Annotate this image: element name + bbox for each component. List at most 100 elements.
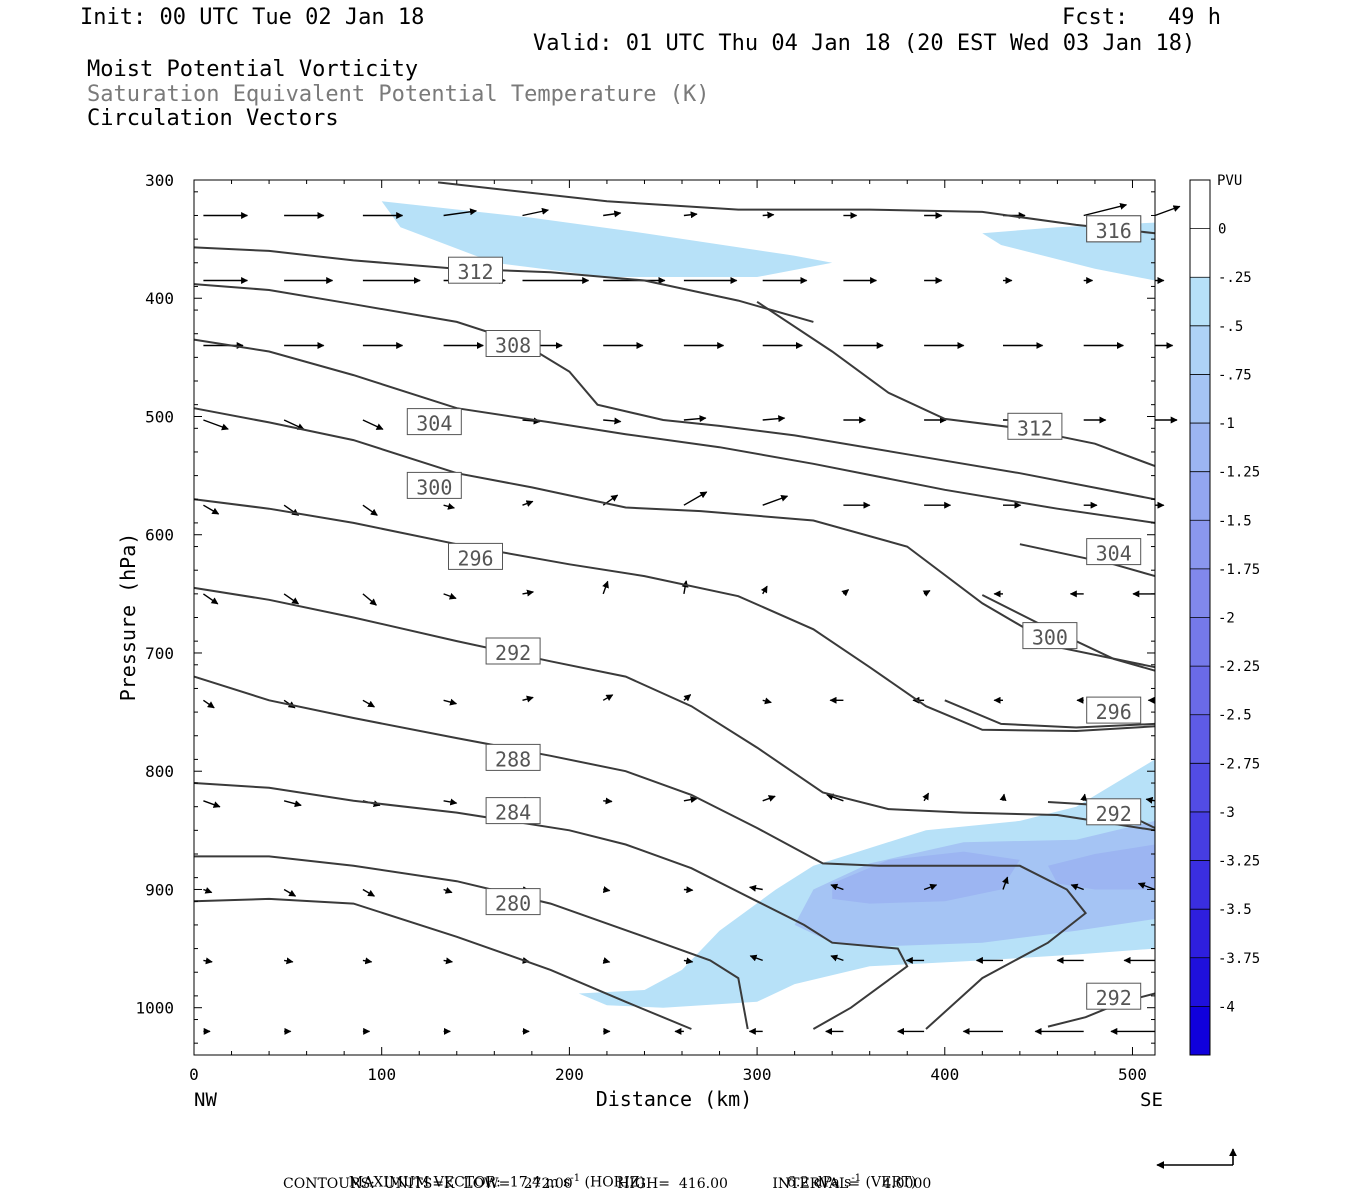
vector-arrow (443, 698, 458, 706)
contour-label: 316 (1096, 219, 1132, 243)
theta-contour-312 (193, 283, 1156, 501)
y-tick-label: 1000 (135, 999, 174, 1018)
colorbar-label: 0 (1218, 222, 1226, 238)
colorbar-label: -2.75 (1218, 756, 1260, 772)
vector-arrow (283, 593, 300, 605)
forecast-hour: Fcst: 49 h (1062, 5, 1221, 30)
contour-label-box (448, 256, 503, 284)
theta-contour-280 (193, 897, 692, 1030)
contour-label-box (1086, 215, 1142, 243)
contour-label: 304 (416, 412, 452, 436)
colorbar-label: -2 (1218, 611, 1235, 627)
vector-arrow (826, 793, 844, 802)
contour-label: 284 (495, 801, 531, 825)
colorbar-label: -.75 (1218, 367, 1252, 383)
vector-arrow (681, 580, 689, 595)
vector-arrow (683, 957, 694, 965)
theta-contour-312 (756, 300, 1156, 468)
vector-arrow (443, 592, 457, 600)
vector-arrow (203, 699, 215, 709)
vector-arrow (443, 208, 477, 217)
vector-arrow (762, 795, 776, 802)
x-tick-label: 200 (555, 1065, 584, 1084)
vector-arrow (203, 593, 219, 605)
colorbar-swatch (1190, 1006, 1210, 1056)
reference-vector-icon (1156, 1148, 1237, 1169)
contour-label-box (1022, 622, 1078, 650)
vector-arrow (603, 797, 613, 805)
vector-arrow (602, 694, 614, 701)
contour-label: 296 (1096, 700, 1132, 724)
init-time: Init: 00 UTC Tue 02 Jan 18 (80, 5, 425, 30)
vector-arrow (522, 589, 534, 597)
pv-area-5 (1048, 844, 1155, 890)
vector-arrow (1083, 202, 1128, 217)
theta-contour-296 (944, 699, 1156, 729)
vector-arrow (203, 887, 213, 894)
field-theta-es: Saturation Equivalent Potential Temperat… (87, 82, 710, 107)
contour-label-box (485, 888, 541, 916)
vector-arrow (749, 954, 763, 962)
colorbar-swatch (1190, 909, 1210, 959)
x-tick-label: 400 (930, 1065, 959, 1084)
vector-arrow (830, 954, 844, 962)
vector-arrow (683, 211, 698, 219)
colorbar-label: -1.5 (1218, 513, 1252, 529)
vector-arrow (602, 957, 611, 964)
vector-arrow (522, 695, 534, 703)
y-tick-label: 900 (145, 880, 174, 899)
vector-arrow (362, 419, 384, 430)
colorbar-units: PVU (1217, 173, 1242, 189)
vector-arrow (522, 207, 549, 217)
contour-labels: 280 284 288 292 292 292 296 296 300 300 304 304 308 3… (406, 215, 1142, 1010)
colorbar-label: -3.5 (1218, 902, 1252, 918)
max-vector-vert: 6.2 dPa s-1 (VERT) (786, 1173, 917, 1191)
colorbar-label: -1.75 (1218, 562, 1260, 578)
contour-label-box (1086, 982, 1142, 1010)
vector-arrow (683, 415, 707, 423)
vector-arrow (762, 697, 772, 705)
theta-contour-288 (193, 782, 909, 1030)
x-tick-label: 500 (1118, 1065, 1147, 1084)
nw-label: NW (194, 1089, 217, 1111)
y-tick-label: 800 (145, 762, 174, 781)
contour-label-box (406, 408, 462, 436)
max-vector-info: MAXIMUM VECTOR: 17.4 m s-1 (HORIZ) (348, 1173, 645, 1191)
vector-arrow (1002, 876, 1009, 890)
theta-contour-304 (193, 407, 1156, 669)
vector-arrow (749, 884, 763, 892)
x-axis-label: Distance (km) (596, 1087, 753, 1111)
colorbar-label: -.5 (1218, 319, 1243, 335)
vector-arrow (203, 957, 213, 965)
colorbar-swatch (1190, 811, 1210, 861)
valid-time: Valid: 01 UTC Thu 04 Jan 18 (20 EST Wed … (533, 31, 1196, 56)
axes: 0 100 200 300 400 500 300 400 500 600 700 800 900 100… (135, 171, 1155, 1084)
vector-arrow (1080, 793, 1088, 802)
contour-label: 288 (495, 747, 531, 771)
vector-arrow (443, 957, 453, 965)
y-tick-label: 500 (145, 407, 174, 426)
y-tick-label: 300 (145, 171, 174, 190)
vector-arrow (283, 957, 294, 965)
contour-label: 300 (416, 475, 452, 499)
y-tick-label: 400 (145, 289, 174, 308)
field-vectors: Circulation Vectors (87, 106, 339, 131)
vector-arrow (443, 503, 455, 510)
vector-arrow (683, 796, 698, 804)
vector-arrow (923, 883, 938, 891)
vector-arrow (1145, 796, 1156, 804)
contour-label: 304 (1096, 542, 1132, 566)
vector-arrow (602, 580, 609, 595)
vector-arrow (1154, 205, 1181, 217)
vector-arrow (203, 504, 220, 515)
colorbar-swatch (1190, 277, 1210, 327)
colorbar-swatch (1190, 763, 1210, 813)
contour-label: 280 (495, 892, 531, 916)
x-tick-label: 0 (189, 1065, 199, 1084)
vector-arrow (762, 494, 789, 506)
contour-label-box (1086, 696, 1142, 724)
vector-arrow (362, 888, 376, 897)
vector-arrow (362, 593, 377, 606)
field-moist-pv: Moist Potential Vorticity (87, 57, 419, 82)
contour-label: 312 (1017, 416, 1053, 440)
